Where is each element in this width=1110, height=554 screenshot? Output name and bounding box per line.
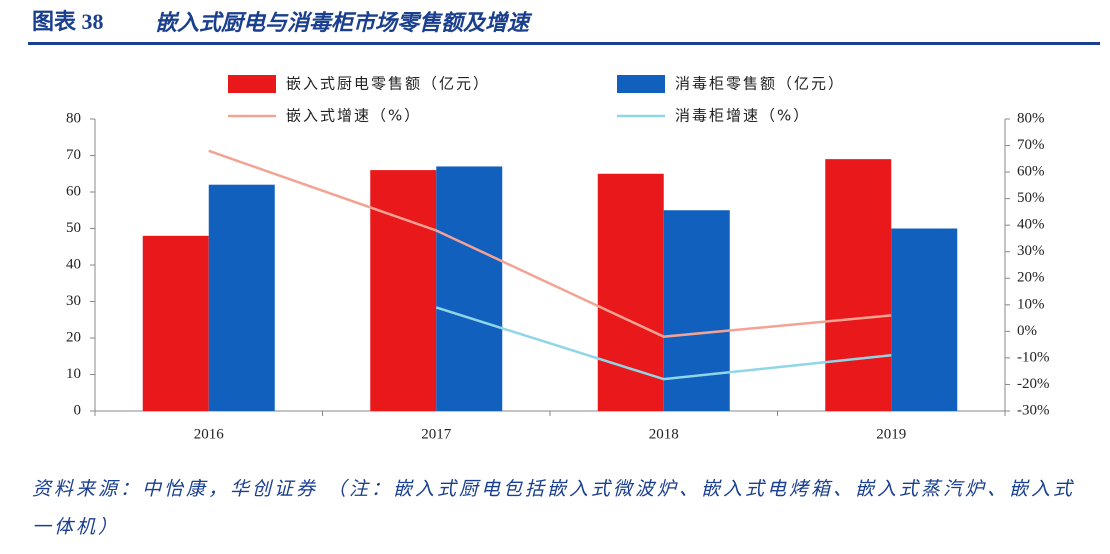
y2-tick-label: 20% (1017, 270, 1045, 286)
line (208, 149, 892, 338)
legend-swatch (617, 75, 665, 93)
y-tick-label: 10 (66, 366, 81, 382)
line (435, 306, 892, 381)
y2-tick-label: 50% (1017, 190, 1045, 206)
bar (436, 166, 503, 411)
y2-tick-label: 70% (1017, 137, 1045, 153)
y2-tick-label: 10% (1017, 296, 1045, 312)
y2-tick-label: 40% (1017, 217, 1045, 233)
bar (370, 170, 437, 411)
chart-title: 嵌入式厨电与消毒柜市场零售额及增速 (155, 10, 533, 36)
y2-tick-label: 60% (1017, 164, 1045, 180)
y-tick-label: 40 (66, 256, 81, 272)
bar (891, 228, 958, 411)
y2-tick-label: -10% (1017, 349, 1050, 365)
bar (825, 159, 892, 411)
bar (597, 173, 664, 411)
y-tick-label: 50 (66, 220, 81, 236)
y-tick-label: 30 (66, 293, 81, 309)
bar (663, 210, 730, 411)
x-tick-label: 2017 (421, 426, 452, 442)
title-rule (28, 42, 1100, 45)
y-tick-label: 0 (74, 402, 82, 418)
y2-tick-label: -30% (1017, 402, 1050, 418)
legend-swatch (228, 75, 276, 93)
legend-label: 嵌入式增速（%） (286, 107, 421, 125)
y2-tick-label: 80% (1017, 110, 1045, 126)
legend-label: 消毒柜增速（%） (675, 107, 810, 125)
y2-tick-label: 0% (1017, 323, 1037, 339)
x-tick-label: 2016 (194, 426, 225, 442)
y-tick-label: 20 (66, 329, 81, 345)
source-note: 资料来源：中怡康，华创证券 （注：嵌入式厨电包括嵌入式微波炉、嵌入式电烤箱、嵌入… (32, 478, 1076, 538)
y-tick-label: 70 (66, 147, 81, 163)
legend-label: 嵌入式厨电零售额（亿元） (286, 75, 490, 93)
bar (208, 184, 275, 411)
x-tick-label: 2019 (876, 426, 906, 442)
x-tick-label: 2018 (649, 426, 679, 442)
legend-label: 消毒柜零售额（亿元） (675, 75, 845, 93)
y2-tick-label: -20% (1017, 376, 1050, 392)
y-tick-label: 80 (66, 110, 81, 126)
figure-label: 图表 38 (32, 9, 104, 34)
bar (142, 235, 209, 411)
y-tick-label: 60 (66, 183, 81, 199)
y2-tick-label: 30% (1017, 243, 1045, 259)
